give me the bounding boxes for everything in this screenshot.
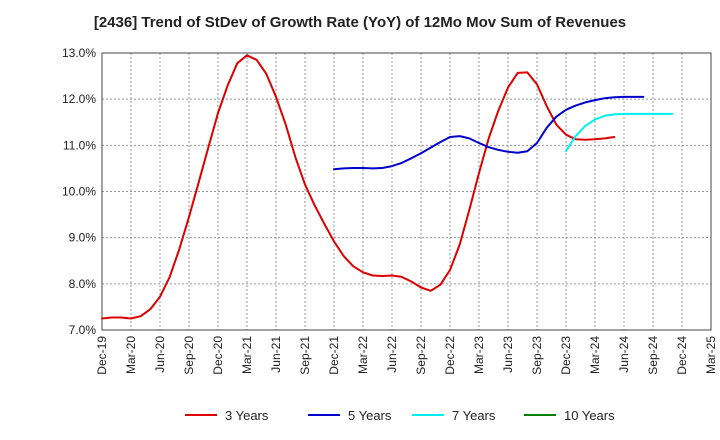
x-tick-label: Jun-24 <box>617 336 631 373</box>
x-tick-label: Sep-21 <box>298 336 312 375</box>
x-tick-label: Mar-21 <box>240 336 254 374</box>
x-tick-label: Mar-22 <box>356 336 370 374</box>
legend-label: 7 Years <box>452 408 496 423</box>
series-line-7-years <box>565 112 674 152</box>
series-layer <box>101 54 674 320</box>
x-tick-label: Mar-25 <box>704 336 718 374</box>
x-tick-label: Jun-21 <box>269 336 283 373</box>
x-tick-label: Dec-22 <box>443 336 457 375</box>
y-tick-label: 13.0% <box>62 46 96 60</box>
legend-label: 3 Years <box>225 408 269 423</box>
x-tick-label: Sep-22 <box>414 336 428 375</box>
series-line-5-years <box>333 95 645 171</box>
x-tick-label: Mar-23 <box>472 336 486 374</box>
x-tick-label: Dec-21 <box>327 336 341 375</box>
chart-title: [2436] Trend of StDev of Growth Rate (Yo… <box>93 14 627 31</box>
x-tick-label: Sep-20 <box>182 336 196 375</box>
x-tick-label: Dec-24 <box>675 336 689 375</box>
y-tick-label: 12.0% <box>62 92 96 106</box>
x-tick-label: Jun-20 <box>153 336 167 373</box>
y-tick-label: 7.0% <box>69 323 97 337</box>
x-axis: Dec-19 Mar-20 Jun-20 Sep-20 Dec-20 Mar-21 Jun-… <box>95 336 718 375</box>
legend-label: 10 Years <box>564 408 615 423</box>
y-tick-label: 9.0% <box>69 231 97 245</box>
x-tick-label: Dec-23 <box>559 336 573 375</box>
x-tick-label: Mar-20 <box>124 336 138 374</box>
x-tick-label: Sep-23 <box>530 336 544 375</box>
x-tick-label: Jun-23 <box>501 336 515 373</box>
series-line-3-years <box>101 54 616 320</box>
y-axis: 7.0% 8.0% 9.0% 10.0% 11.0% 12.0% 13.0% <box>62 46 96 337</box>
legend: 3 Years 5 Years 7 Years 10 Years <box>185 408 615 423</box>
x-tick-label: Dec-19 <box>95 336 109 375</box>
x-tick-label: Sep-24 <box>646 336 660 375</box>
y-tick-label: 11.0% <box>63 138 96 152</box>
x-tick-label: Mar-24 <box>588 336 602 374</box>
y-tick-label: 10.0% <box>62 185 96 199</box>
legend-label: 5 Years <box>348 408 392 423</box>
y-tick-label: 8.0% <box>69 277 97 291</box>
x-tick-label: Jun-22 <box>385 336 399 373</box>
x-tick-label: Dec-20 <box>211 336 225 375</box>
plot-frame <box>101 52 712 331</box>
